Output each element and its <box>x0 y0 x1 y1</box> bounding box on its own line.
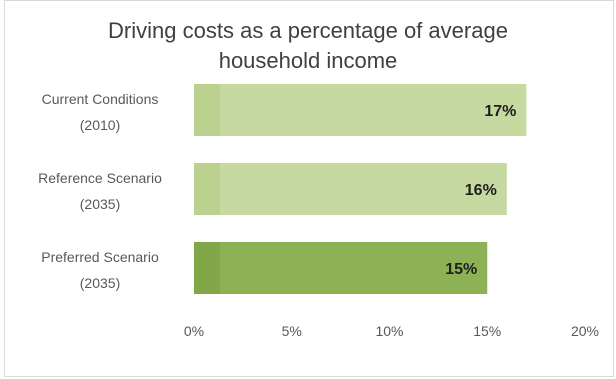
category-label-3-line-2: (2035) <box>80 275 120 291</box>
x-tick-label-1: 0% <box>184 323 204 339</box>
x-tick-label-2: 5% <box>282 323 302 339</box>
category-label-1-line-2: (2010) <box>80 117 120 133</box>
chart-title-line-2: household income <box>218 48 398 73</box>
bar-3 <box>194 242 488 294</box>
value-label-2: 16% <box>465 182 497 199</box>
chart-title: Driving costs as a percentage of average… <box>0 16 616 76</box>
category-label-3-line-1: Preferred Scenario <box>41 249 159 265</box>
x-tick-label-3: 10% <box>375 323 403 339</box>
x-tick-label-5: 20% <box>571 323 599 339</box>
value-label-3: 15% <box>445 261 477 278</box>
bar-1-shade <box>194 84 220 136</box>
value-label-1: 17% <box>484 103 516 120</box>
x-tick-label-4: 15% <box>473 323 501 339</box>
bar-2 <box>194 163 507 215</box>
bar-1 <box>194 84 527 136</box>
category-label-2-line-2: (2035) <box>80 196 120 212</box>
category-label-2-line-1: Reference Scenario <box>38 170 162 186</box>
chart-title-line-1: Driving costs as a percentage of average <box>108 18 508 43</box>
bar-3-shade <box>194 242 220 294</box>
category-label-1-line-1: Current Conditions <box>42 91 159 107</box>
bar-2-shade <box>194 163 220 215</box>
